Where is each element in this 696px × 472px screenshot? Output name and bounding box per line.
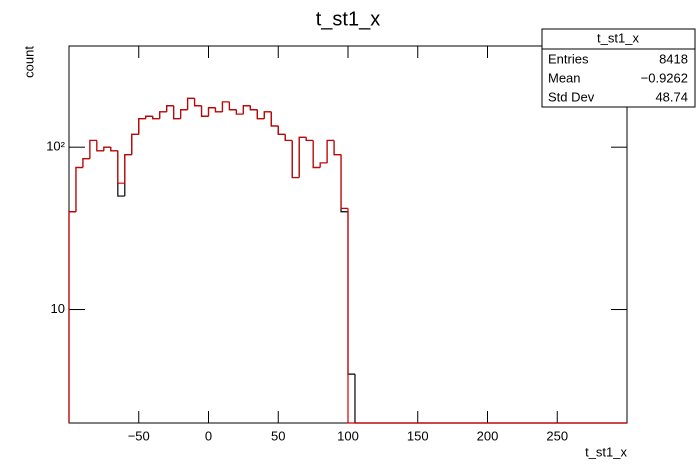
chart-title: t_st1_x (316, 8, 380, 30)
stats-value: 8418 (659, 51, 688, 66)
y-tick-label: 10 (51, 301, 65, 316)
histogram-bin (96, 140, 104, 152)
histogram-bin (319, 162, 328, 168)
histogram-bin (124, 154, 132, 184)
histogram-bin (180, 109, 188, 119)
stats-value: −0.9262 (641, 70, 688, 85)
histogram-bin (270, 111, 279, 127)
stats-frame (541, 28, 696, 108)
y-tick-label: 10² (46, 139, 65, 154)
histogram-bin (200, 105, 209, 117)
histogram-bin (256, 109, 265, 120)
x-tick-label: 200 (477, 428, 499, 443)
histogram-bin (138, 117, 146, 135)
histogram-bin (152, 116, 160, 120)
histogram-bin (347, 208, 355, 424)
stats-label: Entries (548, 51, 589, 66)
x-axis-label: t_st1_x (585, 444, 627, 459)
histogram-bin (75, 166, 83, 212)
histogram-bin (291, 140, 300, 179)
histogram-bin (333, 140, 342, 156)
x-tick-label: 100 (337, 428, 359, 443)
x-tick-label: 50 (271, 428, 285, 443)
histogram-bin (173, 105, 181, 120)
histogram-bin (117, 150, 125, 184)
x-tick-label: −50 (128, 428, 150, 443)
stats-title: t_st1_x (597, 30, 639, 45)
stats-label: Mean (548, 70, 581, 85)
histogram-bin (242, 105, 251, 115)
x-tick-label: 0 (205, 428, 212, 443)
histogram-bin (235, 109, 244, 115)
histogram-bin (145, 115, 153, 119)
histogram-bin (214, 107, 223, 113)
stats-value: 48.74 (655, 89, 688, 104)
x-tick-label: 150 (407, 428, 429, 443)
stats-label: Std Dev (548, 89, 595, 104)
histogram-bin (249, 105, 258, 111)
histogram-bin (277, 126, 286, 135)
histogram-bin (193, 98, 202, 107)
histogram-bin (305, 137, 314, 142)
histogram-bin (131, 133, 139, 155)
stats-box: t_st1_x Entries 8418 Mean −0.9262 Std Dev 48.… (541, 28, 696, 108)
histogram-bin (110, 147, 118, 152)
histogram-bin (89, 139, 97, 159)
histogram-bin (326, 139, 335, 163)
histogram-bin (103, 146, 111, 151)
histogram-bin (263, 111, 272, 119)
histogram-bin (186, 97, 195, 110)
histogram-bin (82, 158, 90, 168)
histogram-bin (284, 134, 293, 142)
histogram-bin (159, 111, 167, 119)
histogram-bin (340, 154, 348, 209)
histogram-bin (312, 140, 321, 169)
histogram-bin (207, 107, 216, 117)
histogram-bin (228, 101, 237, 111)
histogram-bin (221, 101, 230, 112)
histogram-bin (298, 136, 307, 178)
histogram-bin (68, 211, 76, 423)
x-tick-label: 250 (546, 428, 568, 443)
histogram-bin (166, 105, 174, 112)
y-axis-label: count (21, 46, 36, 78)
